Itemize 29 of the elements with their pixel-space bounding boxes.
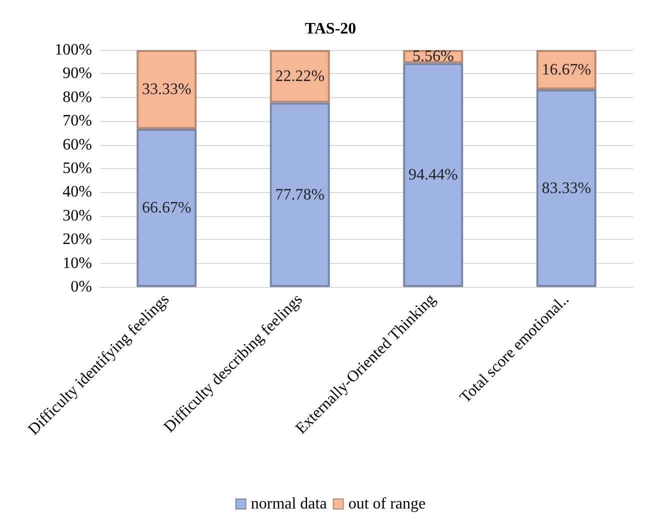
legend-label: out of range [348,496,426,512]
data-label: 33.33% [142,80,192,98]
y-tick-label: 10% [62,254,92,272]
y-tick-label: 60% [62,136,92,154]
data-label: 77.78% [275,186,325,204]
y-tick-label: 50% [62,160,92,177]
bar [403,63,464,287]
bar [270,50,330,103]
chart-title: TAS-20 [304,20,356,38]
y-tick-label: 90% [62,65,92,82]
bar [136,128,197,287]
bar [136,50,197,129]
bar [270,102,330,287]
y-tick-label: 40% [62,184,92,201]
y-tick-label: 0% [70,278,92,296]
y-tick-label: 30% [62,207,92,224]
data-label: 66.67% [142,199,192,216]
data-label: 16.67% [542,61,592,78]
legend-label: normal data [250,496,327,512]
bar [536,50,596,90]
y-tick-label: 20% [62,231,92,248]
data-label: 22.22% [275,68,325,85]
y-tick-label: 70% [62,112,92,130]
y-tick-label: 80% [62,88,92,106]
bar [536,90,596,287]
data-label: 5.56% [412,48,454,66]
data-label: 94.44% [408,166,458,184]
data-label: 83.33% [542,180,592,197]
y-tick-label: 100% [54,42,92,58]
